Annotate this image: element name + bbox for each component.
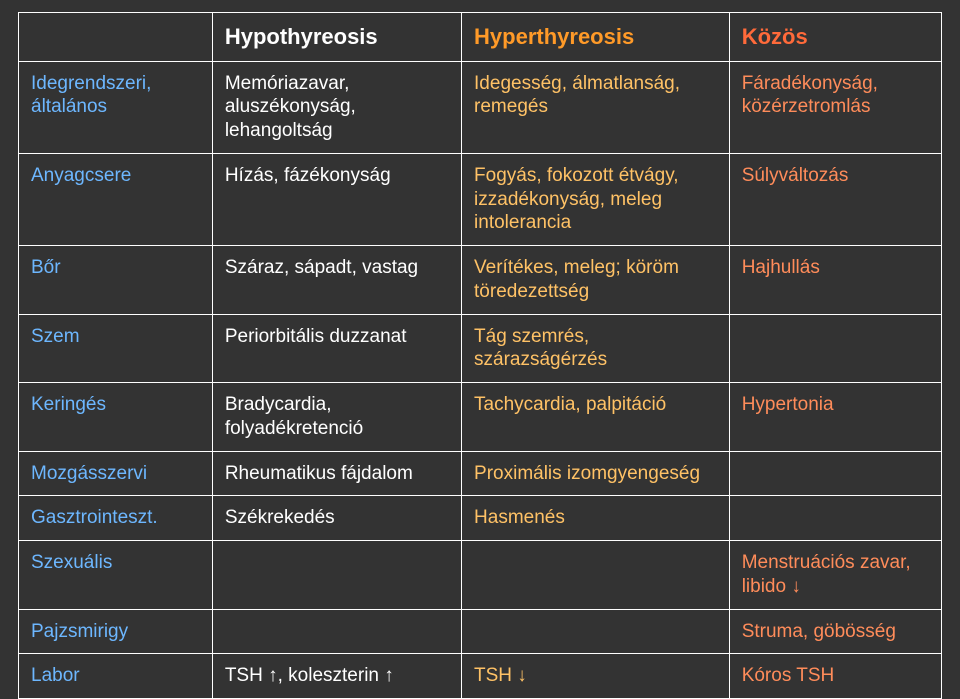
cell-kozos: Hypertonia xyxy=(729,383,941,452)
cell-hypo: Bradycardia, folyadékretenció xyxy=(212,383,461,452)
header-hyper: Hyperthyreosis xyxy=(462,13,730,62)
table-row: Anyagcsere Hízás, fázékonyság Fogyás, fo… xyxy=(19,153,942,245)
table-row: Idegrendszeri, általános Memóriazavar, a… xyxy=(19,61,942,153)
row-label: Idegrendszeri, általános xyxy=(19,61,213,153)
row-label: Bőr xyxy=(19,246,213,315)
cell-kozos xyxy=(729,496,941,541)
comparison-table: Hypothyreosis Hyperthyreosis Közös Idegr… xyxy=(18,12,942,699)
table-row: Szexuális Menstruációs zavar, libido ↓ xyxy=(19,541,942,610)
cell-kozos xyxy=(729,451,941,496)
cell-hypo xyxy=(212,541,461,610)
row-label: Szexuális xyxy=(19,541,213,610)
cell-hyper: Idegesség, álmatlanság, remegés xyxy=(462,61,730,153)
row-label: Keringés xyxy=(19,383,213,452)
cell-kozos xyxy=(729,314,941,383)
row-label: Gasztrointeszt. xyxy=(19,496,213,541)
cell-kozos: Fáradékonyság, közérzetromlás xyxy=(729,61,941,153)
cell-hypo: Rheumatikus fájdalom xyxy=(212,451,461,496)
cell-hyper: Tág szemrés, szárazságérzés xyxy=(462,314,730,383)
table-row: Labor TSH ↑, koleszterin ↑ TSH ↓ Kóros T… xyxy=(19,654,942,699)
cell-hyper xyxy=(462,609,730,654)
header-row: Hypothyreosis Hyperthyreosis Közös xyxy=(19,13,942,62)
header-kozos: Közös xyxy=(729,13,941,62)
cell-hypo: Székrekedés xyxy=(212,496,461,541)
cell-hyper: Fogyás, fokozott étvágy, izzadékonyság, … xyxy=(462,153,730,245)
row-label: Anyagcsere xyxy=(19,153,213,245)
cell-kozos: Súlyváltozás xyxy=(729,153,941,245)
header-blank xyxy=(19,13,213,62)
cell-kozos: Struma, göbösség xyxy=(729,609,941,654)
cell-hypo: Periorbitális duzzanat xyxy=(212,314,461,383)
cell-hypo: Száraz, sápadt, vastag xyxy=(212,246,461,315)
table-row: Mozgásszervi Rheumatikus fájdalom Proxim… xyxy=(19,451,942,496)
table-row: Bőr Száraz, sápadt, vastag Verítékes, me… xyxy=(19,246,942,315)
row-label: Labor xyxy=(19,654,213,699)
cell-hyper: Hasmenés xyxy=(462,496,730,541)
table-row: Keringés Bradycardia, folyadékretenció T… xyxy=(19,383,942,452)
cell-hyper xyxy=(462,541,730,610)
row-label: Szem xyxy=(19,314,213,383)
cell-hyper: Tachycardia, palpitáció xyxy=(462,383,730,452)
cell-kozos: Hajhullás xyxy=(729,246,941,315)
table-row: Pajzsmirigy Struma, göbösség xyxy=(19,609,942,654)
cell-kozos: Menstruációs zavar, libido ↓ xyxy=(729,541,941,610)
cell-hyper: TSH ↓ xyxy=(462,654,730,699)
slide-root: { "headers": { "hypo": "Hypothyreosis", … xyxy=(0,0,960,697)
cell-hyper: Proximális izomgyengeség xyxy=(462,451,730,496)
cell-hypo xyxy=(212,609,461,654)
cell-kozos: Kóros TSH xyxy=(729,654,941,699)
header-hypo: Hypothyreosis xyxy=(212,13,461,62)
cell-hypo: Memóriazavar, aluszékonyság, lehangoltsá… xyxy=(212,61,461,153)
row-label: Mozgásszervi xyxy=(19,451,213,496)
cell-hypo: Hízás, fázékonyság xyxy=(212,153,461,245)
row-label: Pajzsmirigy xyxy=(19,609,213,654)
cell-hyper: Verítékes, meleg; köröm töredezettség xyxy=(462,246,730,315)
cell-hypo: TSH ↑, koleszterin ↑ xyxy=(212,654,461,699)
table-row: Szem Periorbitális duzzanat Tág szemrés,… xyxy=(19,314,942,383)
table-row: Gasztrointeszt. Székrekedés Hasmenés xyxy=(19,496,942,541)
